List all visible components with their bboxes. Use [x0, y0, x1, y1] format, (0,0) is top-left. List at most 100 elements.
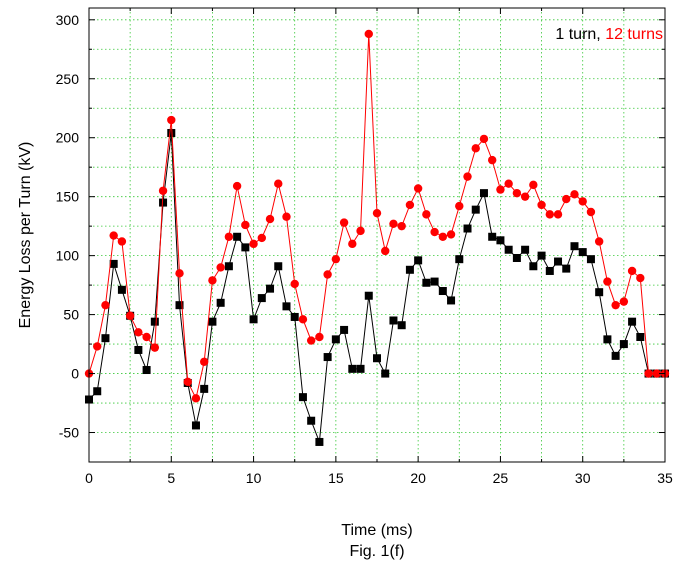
data-point: [521, 245, 530, 254]
legend: 1 turn, 12 turns: [555, 26, 663, 43]
data-point: [315, 332, 324, 342]
data-point: [274, 262, 283, 271]
grid: [89, 8, 665, 462]
data-point: [479, 189, 488, 198]
data-point: [290, 312, 299, 321]
y-tick-label: 250: [56, 71, 80, 87]
data-point: [636, 333, 645, 342]
data-point: [570, 190, 579, 199]
y-tick-label: 100: [56, 248, 80, 264]
figure-caption: Fig. 1(f): [349, 543, 404, 560]
data-point: [471, 205, 480, 214]
x-tick-label: 35: [657, 470, 673, 486]
data-point: [356, 226, 365, 236]
data-point: [348, 239, 357, 249]
data-point: [381, 246, 390, 256]
data-point: [389, 219, 398, 228]
data-point: [422, 210, 431, 219]
data-point: [553, 210, 563, 219]
data-point: [578, 248, 587, 257]
data-point: [298, 315, 308, 324]
data-point: [364, 291, 373, 300]
data-point: [200, 384, 209, 393]
data-point: [93, 342, 102, 351]
data-point: [496, 236, 505, 245]
data-point: [562, 194, 571, 204]
data-point: [117, 285, 126, 294]
data-point: [191, 394, 201, 403]
y-tick-label: 0: [71, 366, 79, 382]
series-layer: [84, 29, 670, 446]
data-point: [496, 185, 505, 194]
data-point: [183, 377, 192, 387]
legend-entry-1-turn: 1 turn: [555, 26, 596, 43]
data-point: [216, 298, 225, 307]
data-point: [381, 369, 390, 378]
data-point: [241, 243, 250, 252]
data-point: [397, 221, 406, 231]
data-point: [315, 437, 324, 446]
y-axis-title: Energy Loss per Turn (kV): [17, 142, 34, 329]
data-point: [331, 335, 340, 344]
data-point: [290, 279, 299, 289]
data-point: [274, 179, 283, 188]
data-point: [339, 218, 349, 227]
data-point: [175, 301, 184, 310]
data-point: [109, 231, 118, 240]
data-point: [101, 334, 110, 343]
data-point: [93, 387, 102, 396]
data-point: [586, 255, 595, 264]
y-tick-label: 50: [63, 307, 79, 323]
data-point: [298, 393, 307, 402]
data-point: [331, 254, 341, 264]
data-point: [627, 266, 637, 276]
data-point: [479, 134, 489, 144]
data-point: [570, 242, 579, 251]
data-point: [455, 255, 464, 264]
data-point: [545, 210, 554, 219]
data-point: [356, 364, 365, 373]
data-point: [306, 336, 316, 345]
data-point: [413, 184, 423, 193]
data-point: [373, 354, 381, 363]
data-point: [150, 343, 160, 352]
data-point: [150, 317, 159, 326]
data-point: [323, 353, 332, 362]
data-point: [594, 237, 604, 246]
y-tick-label: 300: [56, 12, 80, 28]
data-point: [537, 251, 546, 260]
legend-separator: ,: [596, 26, 605, 43]
x-tick-label: 0: [85, 470, 93, 486]
data-point: [488, 232, 497, 241]
x-tick-label: 15: [328, 470, 344, 486]
data-point: [216, 263, 225, 272]
data-point: [578, 197, 587, 206]
data-point: [628, 317, 637, 326]
y-tick-label: 200: [56, 130, 80, 146]
x-tick-label: 10: [246, 470, 262, 486]
data-point: [142, 332, 151, 342]
series-12-turns: [84, 29, 670, 403]
data-point: [364, 29, 373, 39]
data-point: [504, 179, 513, 188]
data-point: [117, 237, 127, 246]
data-point: [249, 315, 258, 324]
data-point: [438, 232, 448, 241]
data-point: [224, 232, 234, 241]
data-point: [134, 345, 143, 354]
axis-ticks: [88, 8, 666, 463]
y-tick-label: -50: [59, 425, 79, 441]
data-point: [562, 264, 571, 273]
data-point: [512, 188, 522, 198]
data-point: [611, 300, 620, 310]
data-point: [405, 265, 414, 274]
data-point: [504, 245, 513, 254]
data-point: [422, 278, 431, 287]
data-point: [603, 335, 612, 344]
data-point: [134, 328, 143, 337]
data-point: [554, 257, 563, 266]
data-point: [405, 200, 415, 210]
data-point: [619, 340, 628, 349]
data-point: [463, 172, 472, 181]
